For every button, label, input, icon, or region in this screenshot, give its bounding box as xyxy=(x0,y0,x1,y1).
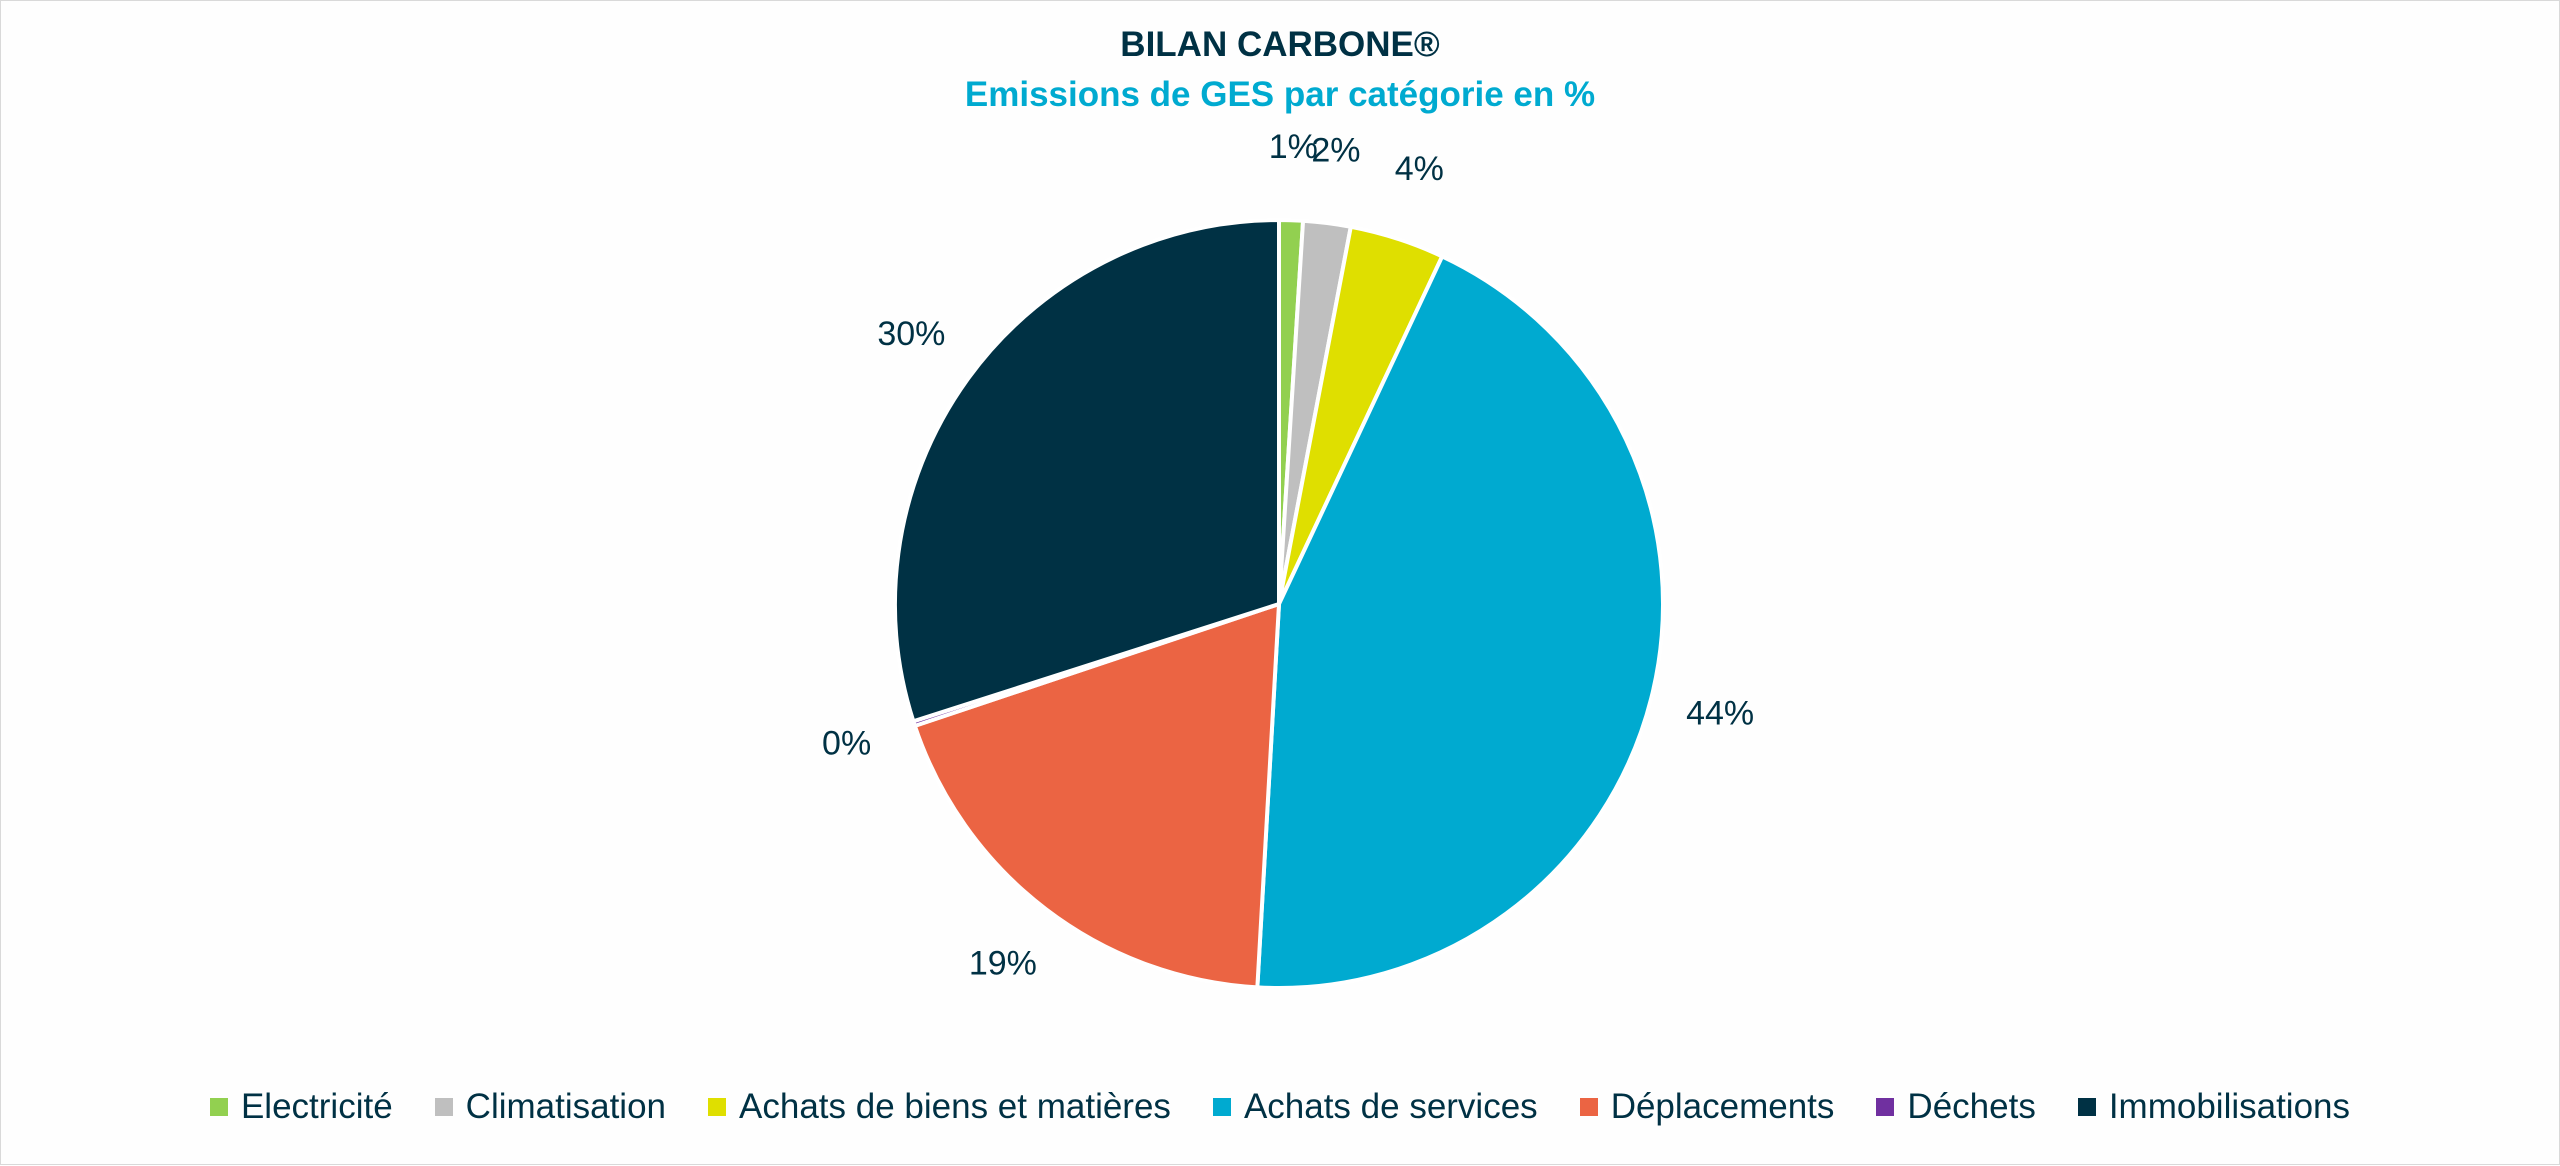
legend-label-electricite: Electricité xyxy=(240,1087,393,1126)
data-label-climatisation: 2% xyxy=(1311,132,1360,170)
legend-swatch-deplacements xyxy=(1579,1098,1598,1116)
legend-swatch-climatisation xyxy=(434,1098,453,1116)
legend-label-achats-de-biens-et-matieres: Achats de biens et matières xyxy=(739,1087,1171,1126)
data-label-deplacements: 19% xyxy=(969,945,1037,983)
legend-item-climatisation: Climatisation xyxy=(434,1087,667,1127)
legend-item-achats-de-biens-et-matieres: Achats de biens et matières xyxy=(708,1087,1171,1127)
legend-item-achats-de-services: Achats de services xyxy=(1212,1087,1538,1127)
legend-swatch-achats-de-services xyxy=(1212,1098,1231,1116)
data-label-dechets: 0% xyxy=(822,725,871,763)
legend-swatch-immobilisations xyxy=(2077,1098,2096,1116)
legend-label-immobilisations: Immobilisations xyxy=(2108,1087,2351,1126)
legend-swatch-electricite xyxy=(209,1098,228,1116)
data-label-achats-de-biens-et-matieres: 4% xyxy=(1395,150,1444,188)
legend-swatch-dechets xyxy=(1876,1098,1895,1116)
legend-item-immobilisations: Immobilisations xyxy=(2077,1087,2351,1127)
pie-slice-deplacements xyxy=(912,602,1281,990)
pie-slice-achats-de-services xyxy=(1255,254,1665,990)
data-label-electricite: 1% xyxy=(1269,128,1318,166)
data-label-achats-de-services: 44% xyxy=(1686,695,1754,733)
legend-label-achats-de-services: Achats de services xyxy=(1243,1087,1538,1126)
pie-data-labels: 1%2% 4% 44% 19% 0% 30% xyxy=(822,128,1754,982)
legend-item-deplacements: Déplacements xyxy=(1579,1087,1835,1127)
chart-legend: Electricité Climatisation Achats de biens … xyxy=(1,1087,2559,1127)
legend-item-dechets: Déchets xyxy=(1876,1087,2036,1127)
legend-label-deplacements: Déplacements xyxy=(1610,1087,1835,1126)
pie-slices xyxy=(893,218,1665,990)
chart-subtitle: Emissions de GES par catégorie en % xyxy=(964,75,1596,114)
legend-item-electricite: Electricité xyxy=(209,1087,393,1127)
legend-label-dechets: Déchets xyxy=(1907,1087,2036,1126)
legend-label-climatisation: Climatisation xyxy=(465,1087,667,1126)
data-label-immobilisations: 30% xyxy=(877,315,945,353)
legend-swatch-achats-de-biens-et-matieres xyxy=(708,1098,727,1116)
chart-title: BILAN CARBONE® xyxy=(1120,25,1440,64)
pie-slice-immobilisations xyxy=(893,218,1281,724)
